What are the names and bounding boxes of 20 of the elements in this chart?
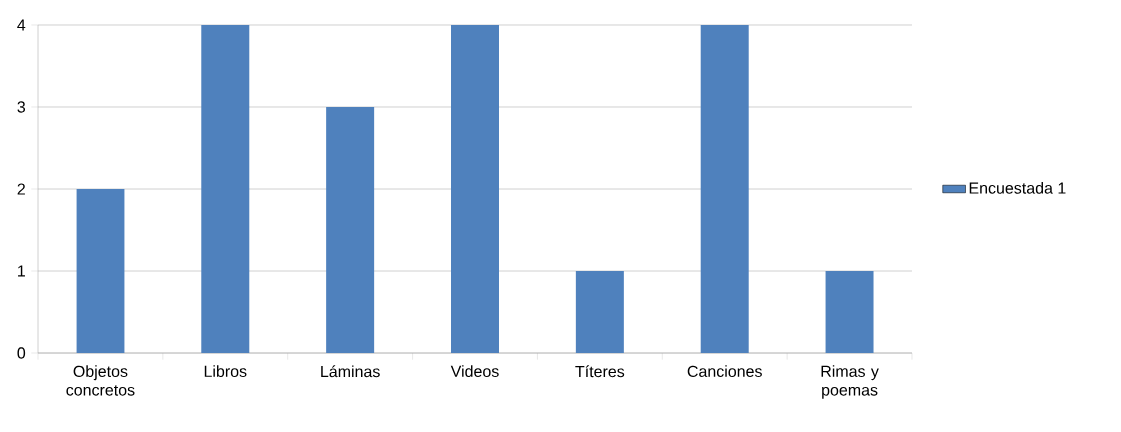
- x-tick-label: Objetos concretos: [66, 365, 135, 396]
- bar: [326, 107, 375, 353]
- bar: [700, 25, 749, 353]
- y-tick-label: 4: [17, 19, 26, 31]
- bar: [451, 25, 499, 353]
- x-tick-label: Videos: [450, 365, 499, 378]
- legend-label: Encuestada 1: [969, 182, 1066, 194]
- y-tick-label: 0: [17, 347, 26, 359]
- x-tick-label: Láminas: [321, 365, 380, 378]
- y-tick-label: 3: [17, 101, 26, 113]
- bar: [76, 189, 125, 353]
- x-tick-label: Libros: [204, 365, 247, 378]
- x-tick-label: Títeres: [575, 365, 625, 378]
- x-tick-label: Canciones: [687, 365, 762, 378]
- y-tick-label: 1: [18, 265, 25, 277]
- bar: [575, 271, 624, 353]
- y-tick-label: 2: [17, 183, 25, 195]
- x-tick-label: Rimas y poemas: [821, 365, 879, 399]
- bar: [201, 25, 250, 353]
- bar: [825, 271, 874, 353]
